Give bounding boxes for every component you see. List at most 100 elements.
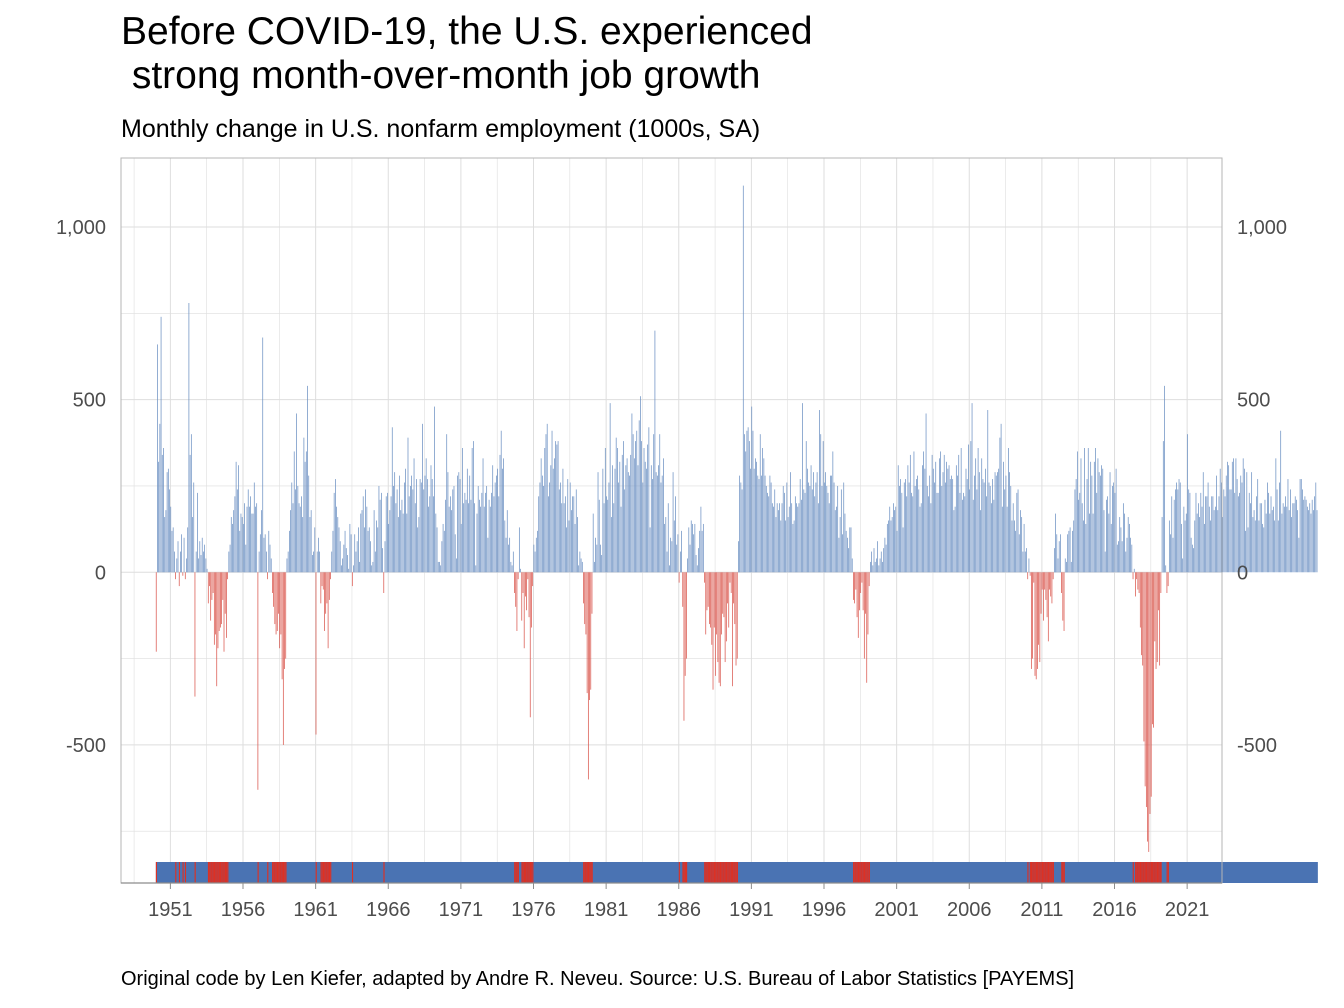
bar (951, 475, 952, 573)
bar (215, 572, 216, 635)
bar (435, 513, 437, 573)
bar (670, 537, 672, 573)
bar (1275, 458, 1277, 573)
bar (693, 534, 695, 573)
bar (604, 448, 606, 573)
strip-segment-negative (276, 862, 279, 883)
bar (1076, 451, 1078, 573)
bar (954, 506, 956, 573)
bar (563, 503, 565, 573)
bar (362, 496, 364, 573)
bar (978, 472, 980, 573)
strip-segment-negative (584, 862, 586, 883)
bar (1055, 513, 1056, 573)
bar (222, 572, 224, 600)
bar (715, 572, 716, 676)
strip-segment-negative (216, 862, 218, 883)
strip-segment-negative (1139, 862, 1142, 883)
bar (917, 475, 918, 573)
bar (1070, 561, 1072, 573)
bar (734, 572, 736, 625)
bar (1068, 530, 1070, 573)
bar (799, 479, 801, 573)
bar (673, 520, 675, 573)
strip-segment-negative (854, 862, 856, 883)
bar (608, 482, 610, 573)
strip-segment-negative (707, 862, 709, 883)
bar (161, 454, 163, 573)
strip-segment-negative (715, 862, 717, 883)
bar (419, 479, 421, 573)
bar (619, 461, 621, 573)
grid-lines (121, 158, 1222, 883)
bar (243, 523, 244, 573)
bar (1156, 572, 1158, 663)
bar (948, 465, 950, 573)
bar (1061, 572, 1062, 593)
bar (886, 523, 888, 573)
strip-segment-negative (210, 862, 212, 883)
bar (643, 448, 645, 573)
bar (1033, 572, 1035, 583)
bar (360, 513, 362, 573)
bar (1096, 492, 1098, 573)
bar (1287, 479, 1289, 573)
bar (293, 451, 295, 573)
bar (266, 551, 267, 573)
bar (418, 517, 420, 573)
bar (1276, 489, 1278, 573)
bar (930, 503, 932, 573)
bar (366, 506, 368, 573)
bar (579, 551, 581, 573)
bar (1252, 517, 1254, 573)
bar (862, 572, 864, 611)
strip-segment-negative (1052, 862, 1054, 883)
bar (567, 479, 569, 573)
bar (810, 465, 812, 573)
bar (1129, 523, 1130, 573)
bar (1288, 510, 1290, 573)
bar (298, 503, 300, 573)
x-tick-label: 2016 (1092, 899, 1137, 921)
strip-segment-negative (284, 862, 286, 883)
strip-segment-negative (586, 862, 588, 883)
bar (896, 530, 898, 573)
strip-segment-negative (1050, 862, 1052, 883)
bar (1119, 517, 1121, 573)
bar (417, 527, 419, 573)
bar (336, 506, 337, 573)
bar (767, 492, 768, 573)
bar (353, 565, 354, 573)
bar (824, 482, 825, 573)
bar (351, 572, 353, 587)
bar (177, 541, 179, 573)
bar (1260, 503, 1262, 573)
bar (713, 572, 715, 628)
x-tick-label: 1961 (293, 899, 338, 921)
bar (249, 506, 250, 573)
bar (712, 572, 714, 690)
strip-segment-negative (257, 862, 259, 883)
bar (710, 572, 711, 628)
bar (797, 506, 799, 573)
bar (1022, 551, 1024, 573)
strip-segment-negative (532, 862, 534, 883)
bar (1175, 489, 1176, 573)
bar (402, 513, 404, 573)
bar (995, 475, 997, 573)
bar (642, 482, 644, 573)
bar (1145, 572, 1147, 808)
bar (1206, 496, 1208, 573)
bar (992, 479, 993, 573)
strip-segment-negative (1156, 862, 1159, 883)
bar (669, 565, 670, 573)
bar (1028, 558, 1030, 573)
sign-strip (155, 862, 1318, 883)
strip-segment-negative (713, 862, 716, 883)
strip-segment-negative (327, 862, 329, 883)
bar (736, 572, 738, 659)
bar (834, 510, 836, 573)
bar (784, 492, 785, 573)
bar (701, 530, 703, 573)
